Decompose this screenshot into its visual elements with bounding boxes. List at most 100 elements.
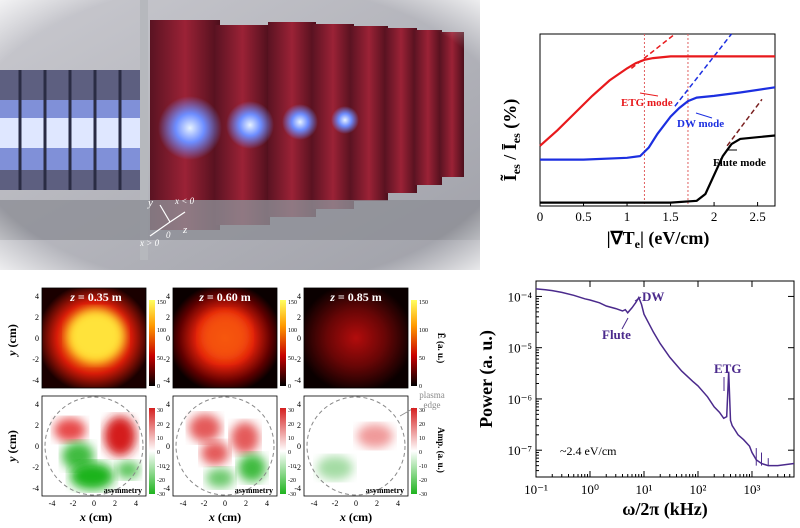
- heatmap-z085: [304, 288, 408, 388]
- heatmap-y-tick: 4: [297, 292, 301, 301]
- heatmap-x-tick: 4: [134, 499, 138, 508]
- x-tick-label: 10⁰: [581, 482, 599, 497]
- heatmap-y-tick: -2: [294, 463, 301, 472]
- power-spectrum-chart: 10⁻¹ 10⁰ 10¹ 10² 10³ 10⁻⁴ 10⁻⁵ 10⁻⁶ 10⁻⁷ Power (…: [476, 280, 795, 520]
- axis-label-x-neg: x < 0: [174, 196, 195, 206]
- heatmap-x-tick: 2: [113, 499, 117, 508]
- axis-label-origin: 0: [166, 230, 171, 240]
- mode-series: [539, 33, 776, 204]
- colorbar-tick: 10: [288, 436, 294, 442]
- colorbar-tick: 100: [157, 328, 166, 334]
- heatmap-y-tick: 0: [297, 334, 301, 343]
- colorbar-tick: 150: [288, 300, 297, 306]
- colorbar-tick: 0: [157, 384, 160, 390]
- device-photo: y x < 0 x > 0 0 z: [0, 0, 480, 270]
- asymmetry-label: asymmetry: [235, 486, 273, 495]
- heatmap-x-tick: -4: [180, 499, 187, 508]
- axis-label-y: y: [147, 197, 153, 209]
- heatmap-y-tick: -4: [163, 484, 170, 493]
- asymmetry-z035: [42, 396, 146, 496]
- heatmap-y-tick: 4: [166, 292, 170, 301]
- plasma-edge-label: plasma: [419, 390, 445, 400]
- dw-arrow-icon: [634, 296, 642, 302]
- heatmap-x-tick: -2: [201, 499, 208, 508]
- colorbar-tick: 50: [288, 356, 294, 362]
- panel-title-z085: z = 0.85 m: [329, 290, 382, 304]
- flute-arrow-icon: [621, 317, 629, 330]
- heatmap-x-tick: -4: [49, 499, 56, 508]
- heatmap-y-tick: 4: [35, 292, 39, 301]
- heatmap-y-tick: 4: [297, 400, 301, 409]
- colorbar-tick: 30: [157, 408, 163, 414]
- etg-mode-label: ETG mode: [621, 97, 673, 109]
- x-tick-label: 1.5: [662, 209, 678, 224]
- spectrum-line: [535, 288, 795, 467]
- colorbar-tick: -10: [157, 464, 165, 470]
- x-tick-labels: 0 0.5 1 1.5 2 2.5: [537, 202, 766, 224]
- x-tick-label: 0.5: [575, 209, 591, 224]
- heatmap-x-label: x (cm): [79, 510, 112, 524]
- colorbar-tick: 10: [157, 436, 163, 442]
- heatmap-y-tick: -4: [294, 376, 301, 385]
- heatmap-y-tick: 2: [166, 313, 170, 322]
- x-tick-label: 10¹: [636, 482, 653, 497]
- panel-title-z035: z = 0.35 m: [69, 290, 122, 304]
- heatmap-panels: z = 0.35 m z = 0.60 m z = 0.85 m asymmet…: [5, 287, 446, 524]
- colorbar-tick: -30: [288, 492, 296, 498]
- dw-arrow-icon: [695, 112, 713, 119]
- colorbar-tick: 50: [157, 356, 163, 362]
- x-tick-label: 1: [624, 209, 631, 224]
- colorbar-tick: -20: [157, 478, 165, 484]
- plot-frame: [535, 280, 795, 478]
- gradient-annotation: ~2.4 eV/cm: [560, 444, 617, 458]
- colorbar-tick: 50: [419, 356, 425, 362]
- heatmap-y-tick: 0: [35, 334, 39, 343]
- heatmap-y-label-bottom: y (cm): [5, 430, 19, 464]
- etg-peak-label: ETG: [714, 361, 741, 376]
- y-tick-label: 10⁻⁵: [508, 341, 532, 356]
- colorbar-tick: -10: [419, 464, 427, 470]
- coordinate-axes-icon: [149, 204, 186, 237]
- axis-label-x-pos: x > 0: [139, 238, 160, 248]
- colorbar-tick: 20: [157, 422, 163, 428]
- heatmap-y-tick: -4: [32, 484, 39, 493]
- heatmap-y-tick: 2: [297, 313, 301, 322]
- heatmap-x-tick: 2: [244, 499, 248, 508]
- series-line-2: [540, 134, 776, 204]
- heatmap-y-tick: -2: [32, 355, 39, 364]
- colorbar-tick: 0: [288, 450, 291, 456]
- asymmetry-z060: [173, 396, 277, 496]
- x-tick-label: 10³: [744, 482, 761, 497]
- x-tick-label: 2.5: [749, 209, 765, 224]
- heatmap-x-label: x (cm): [339, 510, 372, 524]
- heatmap-x-label: x (cm): [208, 510, 241, 524]
- heatmap-y-tick: -4: [294, 484, 301, 493]
- etg-arrow-icon: [639, 92, 659, 97]
- colorbar-tick: 100: [288, 328, 297, 334]
- colorbar-tick: 30: [288, 408, 294, 414]
- heatmap-y-tick: 2: [297, 421, 301, 430]
- colorbar-tick: -20: [419, 478, 427, 484]
- heatmap-z060: [173, 288, 277, 388]
- colorbars: [149, 300, 417, 494]
- heatmap-y-tick: 0: [297, 442, 301, 451]
- colorbar-tick: 20: [288, 422, 294, 428]
- spectrum-y-label: Power (a. u.): [476, 330, 497, 428]
- colorbar-tick: 150: [157, 300, 166, 306]
- colorbar-tick: 0: [288, 384, 291, 390]
- colorbar-tick: -30: [419, 492, 427, 498]
- heatmap-x-tick: 0: [354, 499, 358, 508]
- flute-peak-label: Flute: [602, 327, 631, 342]
- x-tick-label: 2: [711, 209, 718, 224]
- heatmap-y-tick: 2: [35, 313, 39, 322]
- spectrum-x-label: ω/2π (kHz): [622, 499, 708, 520]
- heatmap-y-tick: -2: [32, 463, 39, 472]
- colorbar-tick: 20: [419, 422, 425, 428]
- colorbar-tick: 30: [419, 408, 425, 414]
- x-tick-label: 10²: [690, 482, 707, 497]
- heatmap-x-tick: 0: [92, 499, 96, 508]
- asymmetry-label: asymmetry: [366, 486, 404, 495]
- heatmap-y-tick: 0: [166, 442, 170, 451]
- heatmap-y-tick: -4: [32, 376, 39, 385]
- extrapolation-line: [726, 98, 763, 147]
